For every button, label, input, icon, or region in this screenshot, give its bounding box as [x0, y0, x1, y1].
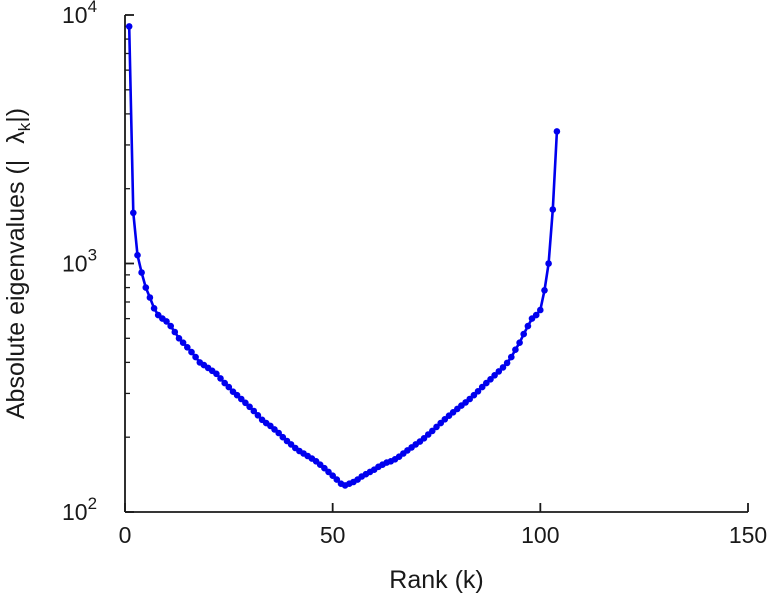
data-point-marker	[138, 269, 145, 276]
lambda-symbol: λ	[2, 131, 30, 144]
data-point-marker	[233, 391, 241, 399]
data-point-marker	[545, 260, 552, 267]
data-point-marker	[279, 433, 287, 441]
data-point-marker	[541, 287, 548, 294]
data-point-marker	[532, 311, 540, 319]
data-point-marker	[483, 379, 490, 387]
data-point-marker	[512, 346, 519, 354]
y-tick-label: 102	[62, 494, 97, 525]
data-point-marker	[250, 407, 258, 415]
data-point-marker	[275, 429, 283, 437]
data-point-marker	[420, 435, 428, 442]
y-tick-label: 104	[62, 0, 97, 28]
data-point-marker	[142, 284, 150, 291]
data-point-marker	[491, 372, 498, 379]
data-point-marker	[478, 383, 486, 391]
data-point-marker	[520, 330, 527, 338]
data-point-marker	[487, 376, 494, 383]
data-point-marker	[474, 388, 482, 395]
data-point-marker	[225, 383, 233, 391]
data-point-marker	[524, 322, 532, 330]
data-point-marker	[329, 472, 337, 480]
data-point-marker	[333, 476, 341, 483]
data-point-marker	[499, 364, 507, 371]
x-axis-label: Rank (k)	[389, 566, 484, 594]
data-point-marker	[134, 251, 141, 259]
y-axis-label-prefix: Absolute eigenvalues (|	[2, 159, 30, 420]
data-point-marker	[221, 379, 228, 387]
data-point-marker	[125, 23, 133, 30]
y-axis-label-suffix: |)	[2, 107, 30, 123]
data-point-marker	[246, 403, 253, 411]
data-point-marker	[192, 353, 199, 361]
data-point-marker	[537, 306, 544, 314]
data-point-marker	[325, 468, 332, 476]
x-tick-label: 0	[119, 522, 132, 548]
eigenvalue-line	[127, 25, 559, 487]
data-point-marker	[553, 128, 561, 135]
data-point-marker	[429, 427, 436, 435]
data-point-marker	[470, 391, 478, 399]
y-tick-label: 103	[62, 246, 97, 277]
data-point-marker	[171, 328, 179, 336]
x-tick-label: 150	[729, 522, 767, 548]
data-point-marker	[466, 395, 474, 403]
data-point-marker	[508, 353, 515, 361]
data-point-marker	[179, 339, 187, 347]
x-tick-label: 50	[320, 522, 346, 548]
data-point-marker	[184, 344, 191, 351]
x-tick-label: 100	[521, 522, 559, 548]
data-point-marker	[150, 305, 158, 312]
data-point-marker	[130, 209, 137, 217]
data-point-marker	[549, 206, 557, 213]
data-point-marker	[242, 399, 249, 407]
data-point-marker	[503, 359, 511, 367]
data-point-marker	[188, 348, 195, 356]
data-point-marker	[433, 423, 440, 431]
data-point-marker	[217, 375, 224, 382]
data-point-marker	[516, 339, 523, 347]
data-point-marker	[495, 368, 503, 375]
data-point-marker	[167, 322, 174, 330]
data-point-marker	[175, 335, 183, 342]
data-point-marker	[213, 370, 220, 378]
data-point-marker	[163, 318, 170, 325]
y-axis-label: Absolute eigenvalues (| λk|)	[2, 15, 35, 512]
lambda-subscript: k	[15, 122, 34, 132]
data-point-marker	[254, 412, 262, 419]
data-point-marker	[146, 294, 154, 301]
